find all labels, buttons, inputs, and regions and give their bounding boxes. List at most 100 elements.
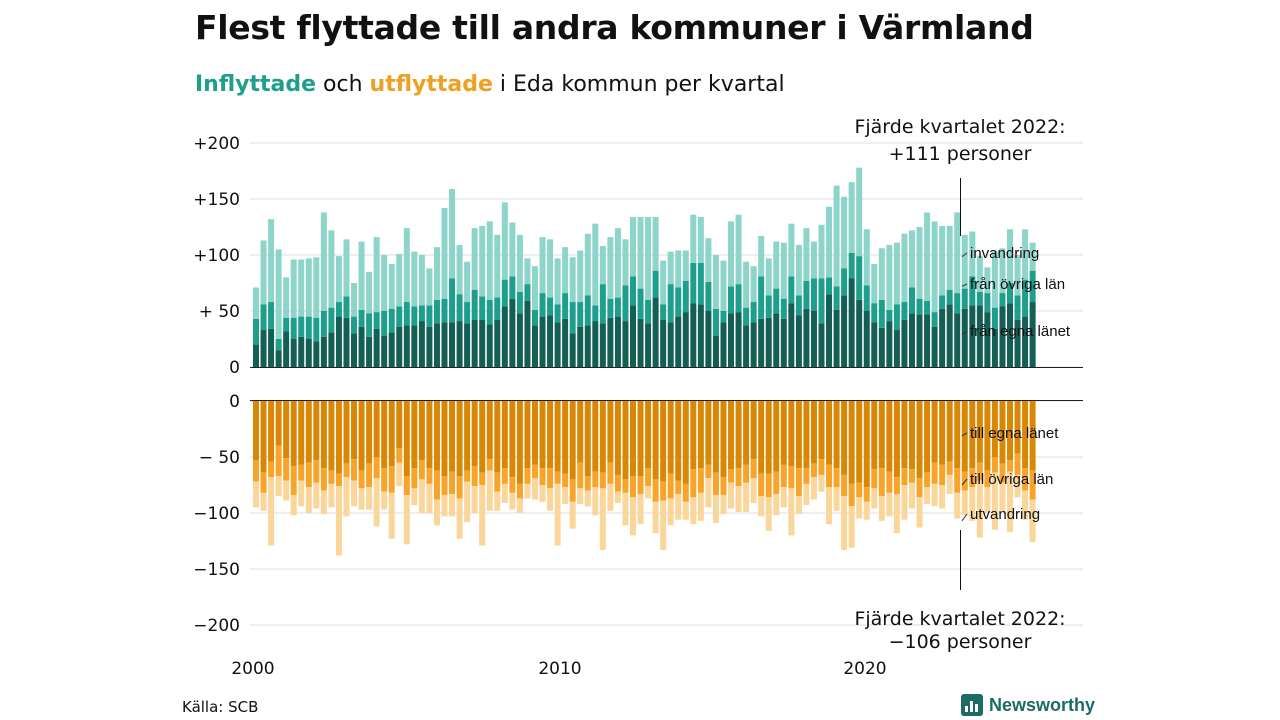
bar-utvandring [547,488,554,511]
bar-från-övriga-län [547,297,554,316]
bar-till-egna-länet [426,401,433,469]
bar-från-egna-länet [547,315,554,367]
bar-från-övriga-län [471,289,478,320]
bar-invandring [320,212,327,311]
bar-från-egna-länet [531,325,538,367]
bar-från-övriga-län [878,299,885,328]
annotation-text: Fjärde kvartalet 2022: [854,608,1065,630]
bar-invandring [441,207,448,299]
bar-till-övriga-län [667,473,674,499]
bar-från-övriga-län [690,262,697,304]
bar-från-egna-länet [584,325,591,367]
bar-till-egna-länet [660,401,667,482]
bar-från-egna-länet [856,299,863,367]
subtitle-utflyttade: utflyttade [369,72,493,97]
bar-invandring [539,237,546,294]
bar-till-egna-länet [1014,401,1021,454]
bar-från-övriga-län [569,302,576,334]
bar-till-övriga-län [275,445,282,477]
bar-till-övriga-län [675,480,682,494]
bar-från-övriga-län [961,288,968,309]
bar-till-egna-länet [441,401,448,477]
bar-invandring [954,212,961,294]
bar-från-övriga-län [976,291,983,306]
bar-utvandring [765,497,772,531]
bar-till-egna-länet [577,401,584,463]
bar-till-egna-länet [479,401,486,473]
bar-invandring [343,239,350,297]
subtitle-inflyttade: Inflyttade [195,72,317,97]
bar-till-egna-länet [893,401,900,478]
bar-invandring [931,221,938,313]
bar-utvandring [539,485,546,502]
bar-från-övriga-län [253,318,259,345]
bar-utvandring [750,478,757,503]
bar-från-egna-länet [305,339,312,367]
bar-utvandring [720,495,727,515]
y-tick-label: + 50 [199,302,240,322]
bar-invandring [803,228,810,281]
bar-från-egna-länet [554,322,561,367]
bar-från-egna-länet [901,319,908,367]
y-tick-label: +200 [193,134,240,154]
bar-från-övriga-län [682,280,689,313]
x-tick-label: 2020 [843,659,886,679]
bar-till-övriga-län [931,462,938,484]
bar-invandring [433,247,440,300]
subtitle-rest: i Eda kommun per kvartal [492,72,785,97]
bar-från-övriga-län [630,276,636,306]
bar-till-egna-länet [931,401,938,463]
bar-utvandring [931,483,938,507]
bar-från-övriga-län [795,295,802,316]
bar-till-egna-länet [720,401,727,478]
bar-till-egna-länet [614,401,621,475]
bar-från-övriga-län [1014,295,1021,320]
bar-till-egna-länet [622,401,629,480]
bar-från-egna-länet [418,321,425,367]
bar-till-egna-länet [675,401,682,481]
bar-utvandring [426,483,433,513]
bar-invandring [275,249,282,339]
bar-till-egna-länet [984,401,991,471]
bar-till-övriga-län [494,472,501,492]
bar-invandring [690,214,697,263]
bar-till-övriga-län [335,473,342,487]
bar-invandring [750,266,757,303]
bar-till-egna-länet [690,401,697,470]
bar-till-övriga-län [788,465,795,489]
bar-från-egna-länet [290,339,297,367]
bar-till-egna-länet [562,401,569,474]
bar-från-egna-länet [637,318,644,367]
bar-från-övriga-län [426,305,433,327]
bar-till-övriga-län [599,472,606,489]
bar-från-övriga-län [562,293,569,319]
bar-från-egna-länet [773,313,780,367]
bar-från-övriga-län [343,296,350,318]
bar-från-övriga-län [290,317,297,339]
bar-invandring [765,258,772,296]
bar-invandring [411,251,418,307]
bar-till-övriga-län [712,472,719,496]
bar-från-egna-länet [426,326,433,367]
bar-till-egna-länet [494,401,501,473]
bar-utvandring [449,493,456,517]
bar-från-övriga-län [652,270,659,298]
bar-till-egna-länet [871,401,878,470]
bar-till-egna-länet [863,401,870,488]
bar-från-övriga-län [720,311,727,323]
bar-utvandring [486,470,493,511]
bar-till-övriga-län [531,464,538,479]
bar-från-övriga-län [351,316,358,334]
bar-invandring [358,241,365,310]
bar-från-egna-länet [705,311,712,367]
bar-från-övriga-län [313,317,320,342]
bar-från-övriga-län [622,285,629,322]
bar-invandring [509,222,516,277]
bar-utvandring [441,495,448,517]
bar-från-egna-länet [863,311,870,367]
bar-till-egna-länet [788,401,795,466]
bar-utvandring [381,491,388,510]
bar-utvandring [305,487,312,513]
y-tick-label: −200 [193,616,240,636]
bar-till-egna-länet [388,401,395,466]
